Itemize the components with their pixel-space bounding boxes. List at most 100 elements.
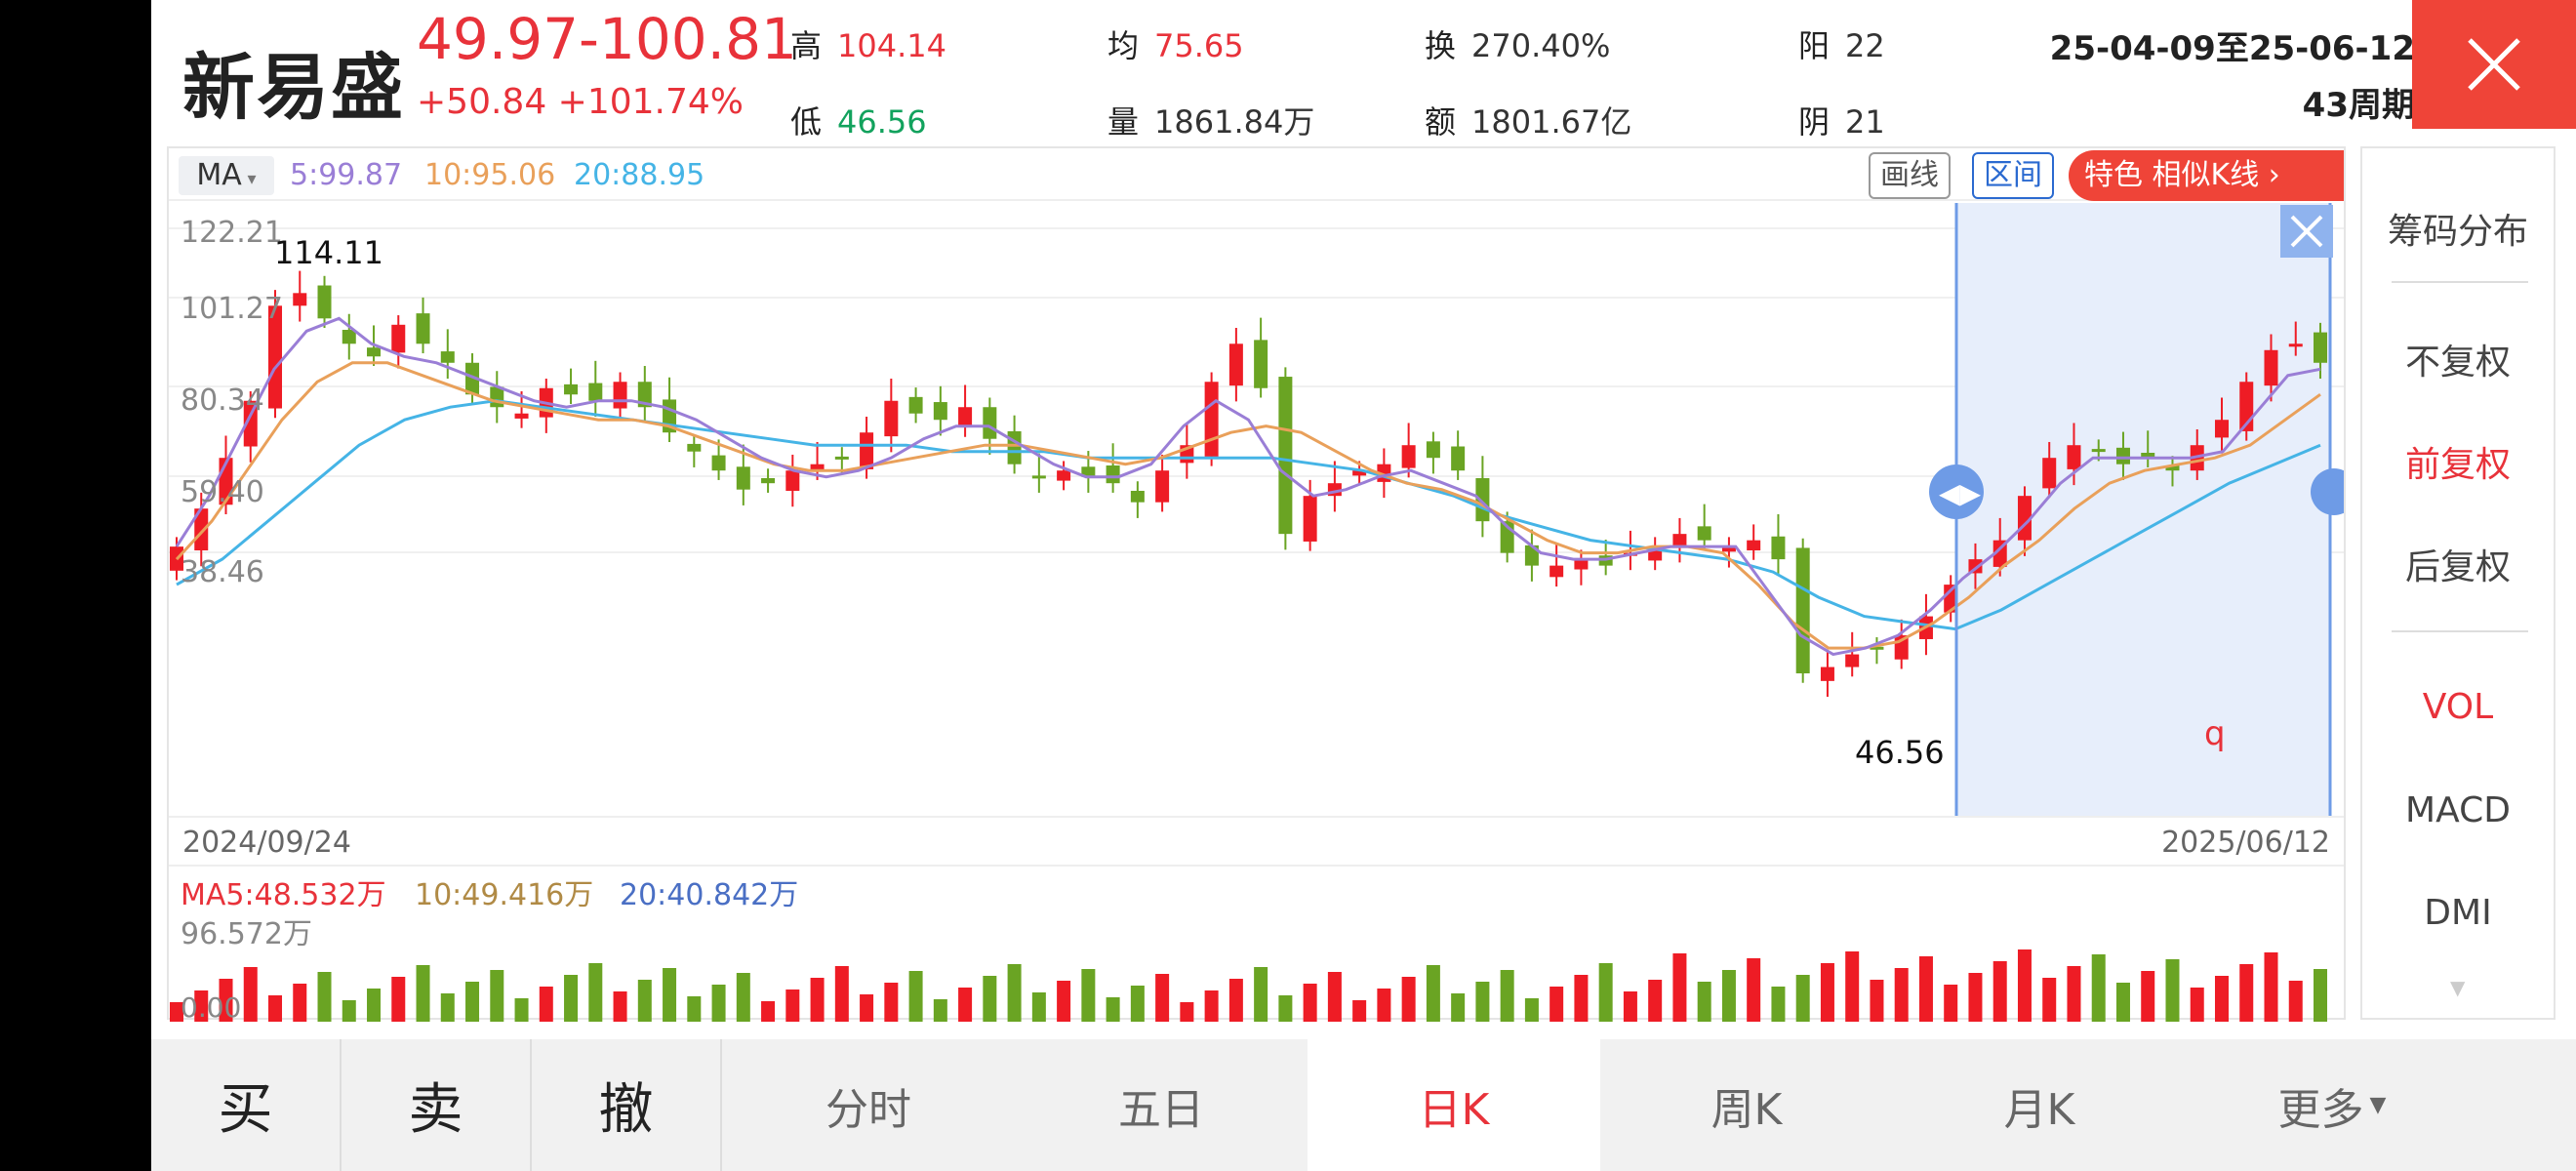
divider bbox=[720, 1039, 722, 1171]
vol-zero-label: 0.00 bbox=[181, 991, 241, 1022]
volume-svg: 0.00 bbox=[170, 949, 2327, 1022]
divider bbox=[340, 1039, 342, 1171]
scroll-down-icon[interactable]: ▼ bbox=[2450, 976, 2466, 999]
volume-bar bbox=[317, 972, 332, 1022]
stock-kline-screen: 新易盛 49.97-100.81 +50.84 +101.74% 高 104.14… bbox=[151, 0, 2576, 1171]
draw-line-button[interactable]: 画线 bbox=[1869, 152, 1951, 199]
volume-bar bbox=[1007, 964, 1022, 1022]
candle-body bbox=[761, 477, 776, 484]
q-marker: q bbox=[2204, 714, 2226, 753]
more-menu[interactable]: 更多 ▼ bbox=[2277, 1084, 2387, 1135]
candle-body bbox=[1228, 343, 1243, 386]
candle-body bbox=[958, 407, 973, 428]
similar-kline-button[interactable]: 特色 相似K线 › bbox=[2069, 150, 2344, 201]
candle-body bbox=[2288, 343, 2303, 347]
volume-bar bbox=[2115, 983, 2130, 1022]
volume-bar bbox=[194, 990, 209, 1022]
y-tick-label: 38.46 bbox=[181, 555, 264, 589]
volume-chart[interactable]: MA5:48.532万 10:49.416万 20:40.842万 96.572… bbox=[169, 870, 2344, 1022]
volume-bar bbox=[514, 998, 529, 1022]
volume-bar bbox=[465, 982, 480, 1022]
interval-period-count: 43周期 bbox=[2302, 86, 2415, 125]
stat-up-count: 阳 22 bbox=[1798, 27, 1885, 64]
tab-five-day[interactable]: 五日 bbox=[1118, 1084, 1204, 1135]
volume-bar bbox=[761, 1001, 776, 1022]
forward-adjust-button[interactable]: 前复权 bbox=[2404, 445, 2511, 485]
volume-bar bbox=[1327, 972, 1342, 1022]
candle-body bbox=[933, 402, 947, 421]
candle-body bbox=[637, 382, 652, 408]
bottom-nav: 买 卖 撤 分时 五日 日K 周K 月K 更多 ▼ bbox=[151, 1039, 2576, 1171]
tab-intraday[interactable]: 分时 bbox=[825, 1084, 911, 1135]
candle-body bbox=[1106, 464, 1120, 484]
candle-body bbox=[465, 362, 480, 395]
volume-bar bbox=[342, 1000, 356, 1022]
candle-body bbox=[613, 382, 627, 409]
macd-indicator-button[interactable]: MACD bbox=[2405, 790, 2511, 830]
date-axis: 2024/09/24 2025/06/12 bbox=[169, 816, 2344, 867]
close-icon bbox=[2468, 38, 2520, 91]
max-price-label: 114.11 bbox=[274, 234, 383, 271]
volume-bar bbox=[2264, 952, 2278, 1022]
volume-bar bbox=[834, 966, 849, 1022]
volume-bar bbox=[293, 984, 307, 1022]
sell-button[interactable]: 卖 bbox=[408, 1078, 463, 1142]
volume-bar bbox=[687, 996, 702, 1022]
volume-bar bbox=[539, 987, 553, 1022]
end-date: 2025/06/12 bbox=[2161, 826, 2330, 860]
stat-amount: 额 1801.67亿 bbox=[1425, 103, 1632, 141]
no-adjust-button[interactable]: 不复权 bbox=[2404, 343, 2511, 383]
buy-button[interactable]: 买 bbox=[218, 1078, 273, 1142]
vol-ma5: MA5:48.532万 bbox=[181, 878, 386, 912]
stat-volume: 量 1861.84万 bbox=[1107, 103, 1315, 141]
y-tick-label: 59.40 bbox=[181, 475, 264, 509]
dmi-indicator-button[interactable]: DMI bbox=[2424, 893, 2492, 933]
volume-bar bbox=[1870, 980, 1884, 1022]
interval-price-range: 49.97-100.81 bbox=[417, 6, 797, 72]
cancel-order-button[interactable]: 撤 bbox=[598, 1078, 654, 1142]
ma10-value: 10:95.06 bbox=[424, 158, 556, 192]
candle-body bbox=[342, 329, 356, 344]
volume-bar bbox=[1204, 990, 1219, 1022]
volume-bar bbox=[440, 993, 455, 1022]
tab-daily-k[interactable]: 日K bbox=[1308, 1039, 1600, 1171]
volume-bar bbox=[1550, 987, 1564, 1022]
divider bbox=[2392, 281, 2528, 283]
tab-monthly-k[interactable]: 月K bbox=[2003, 1084, 2075, 1135]
ma5-line bbox=[175, 316, 2321, 657]
stat-average: 均 75.65 bbox=[1107, 27, 1244, 64]
close-interval-button[interactable] bbox=[2412, 0, 2576, 129]
volume-bar bbox=[1574, 975, 1589, 1022]
backward-adjust-button[interactable]: 后复权 bbox=[2404, 547, 2511, 587]
interval-change: +50.84 +101.74% bbox=[417, 82, 745, 122]
volume-bar bbox=[1106, 997, 1120, 1022]
vol-indicator-button[interactable]: VOL bbox=[2422, 687, 2494, 727]
chip-distribution-button[interactable]: 筹码分布 bbox=[2387, 212, 2528, 252]
candle-body bbox=[2314, 332, 2327, 363]
indicator-select[interactable]: MA ▾ bbox=[179, 156, 274, 195]
volume-bar bbox=[1278, 995, 1293, 1022]
volume-bar bbox=[663, 968, 677, 1022]
volume-bar bbox=[588, 963, 603, 1022]
tab-weekly-k[interactable]: 周K bbox=[1711, 1084, 1783, 1135]
stat-low: 低 46.56 bbox=[790, 103, 927, 141]
candle-body bbox=[1352, 470, 1367, 476]
volume-bar bbox=[391, 977, 406, 1022]
volume-bar bbox=[416, 965, 430, 1022]
interval-highlight bbox=[1956, 203, 2330, 816]
interval-date-range: 25-04-09至25-06-12 bbox=[2049, 29, 2415, 68]
candle-body bbox=[1057, 470, 1071, 481]
volume-bar bbox=[367, 989, 382, 1022]
ma20-line bbox=[176, 399, 2321, 631]
kline-chart[interactable]: 122.21 101.27 80.34 59.40 38.46 114.11 46.56 q … bbox=[169, 203, 2357, 816]
candle-body bbox=[2141, 453, 2155, 459]
volume-bar bbox=[1894, 968, 1909, 1022]
volume-bar bbox=[1130, 986, 1145, 1022]
volume-bar bbox=[1820, 963, 1834, 1022]
candle-body bbox=[1204, 382, 1219, 457]
y-tick-label: 101.27 bbox=[181, 292, 283, 326]
dropdown-arrow-icon: ▾ bbox=[241, 169, 257, 189]
range-button[interactable]: 区间 bbox=[1972, 152, 2054, 199]
volume-bar bbox=[1623, 991, 1637, 1022]
